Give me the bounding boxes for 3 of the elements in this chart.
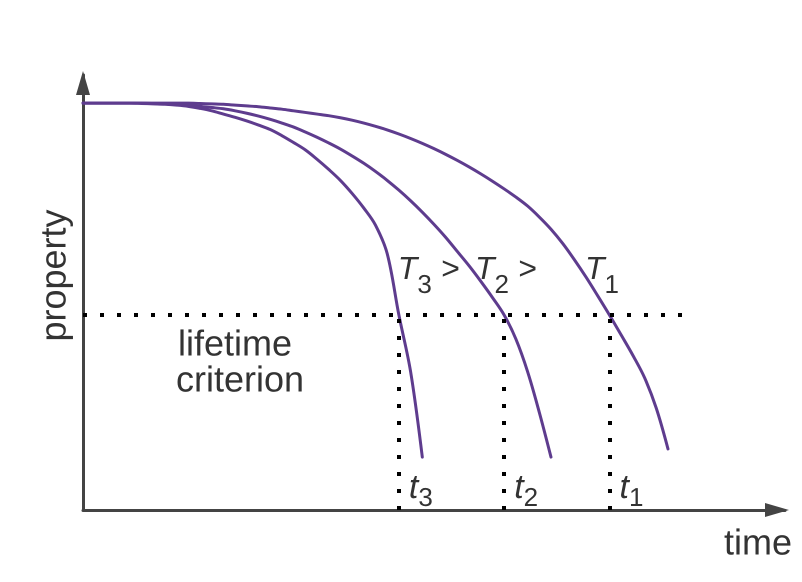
x-axis-title: time (724, 522, 792, 562)
y-axis-title: property (32, 209, 74, 342)
ref-line-label: lifetime criterion (176, 322, 304, 400)
